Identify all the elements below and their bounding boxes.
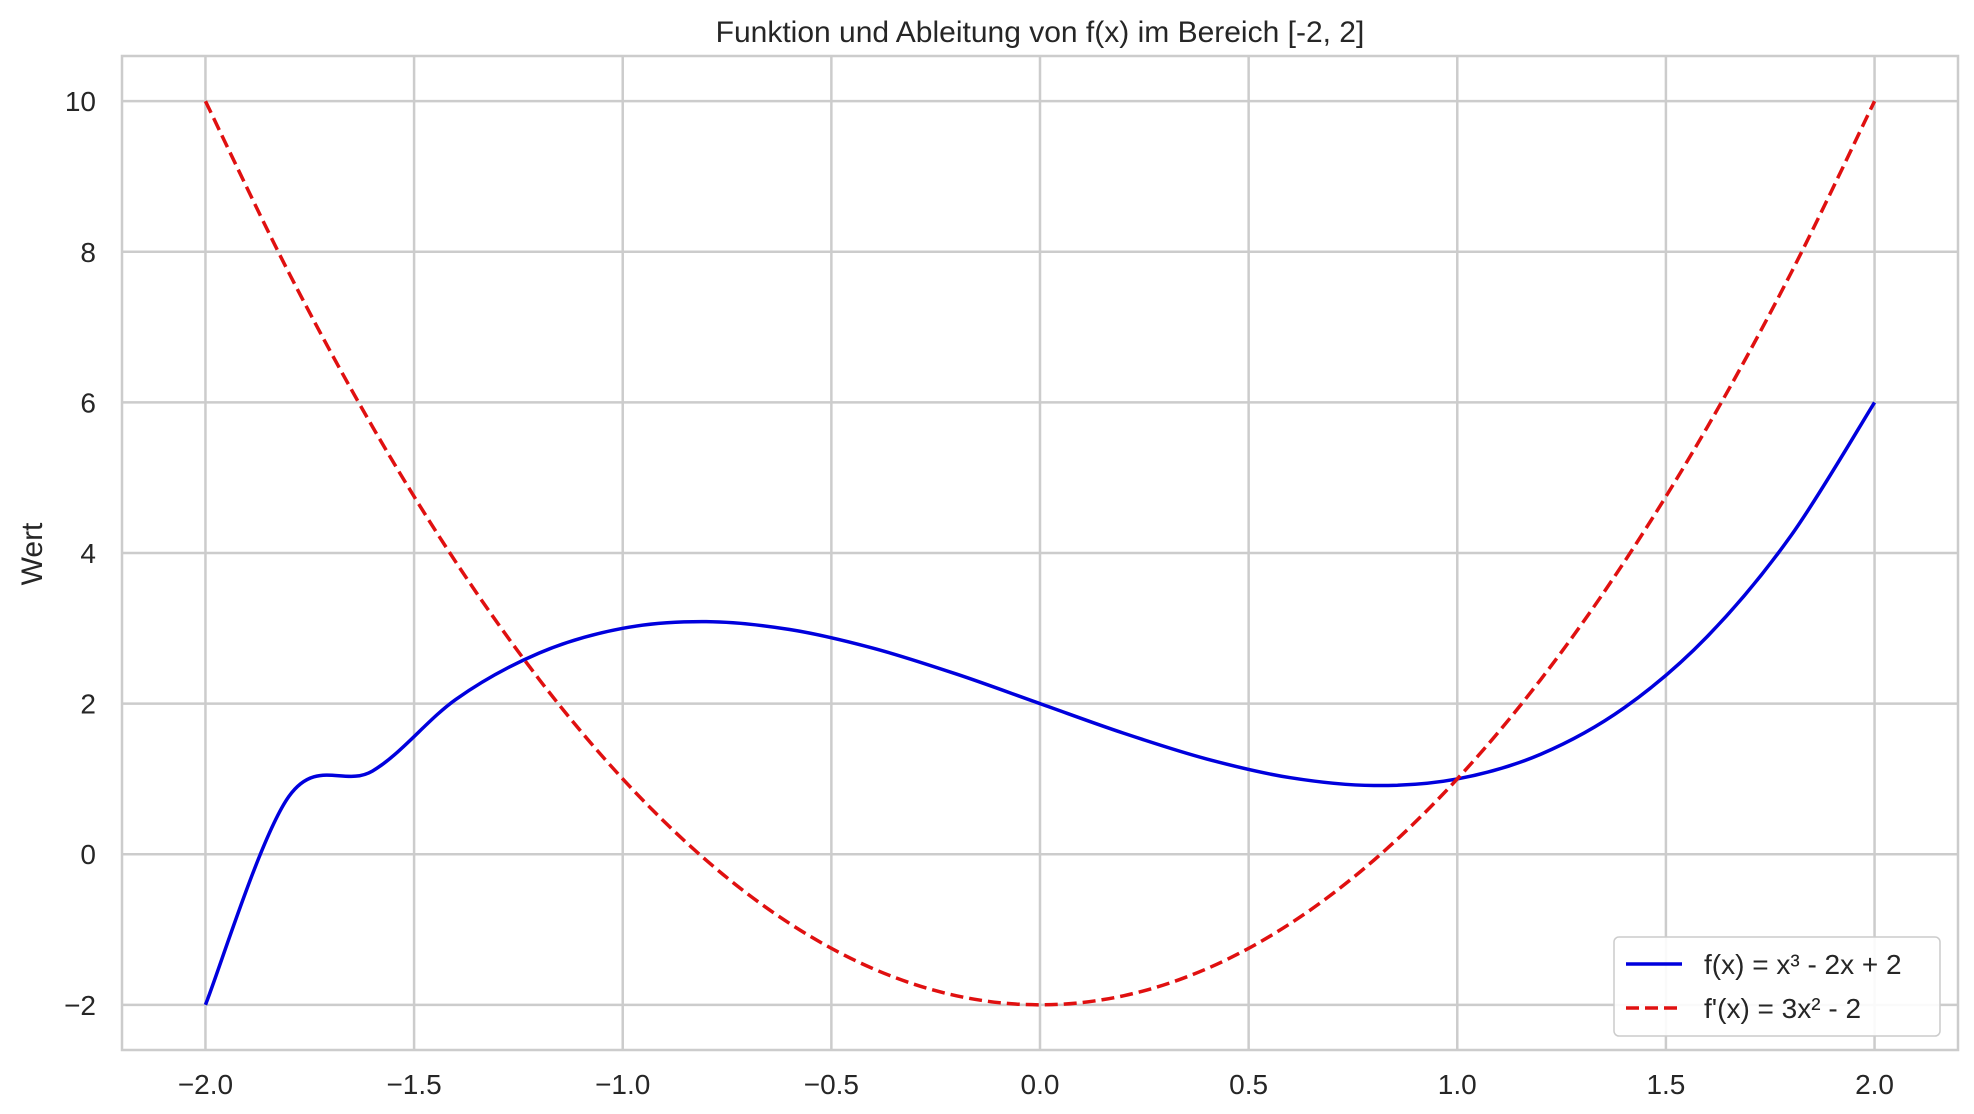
series-line-fprime (203, 100, 1877, 1007)
x-tick-label: 1.0 (1438, 1069, 1477, 1100)
y-tick-label: 10 (65, 86, 96, 117)
y-axis-ticks: −2 0 2 4 6 8 10 (64, 86, 96, 1021)
x-tick-label: −0.5 (804, 1069, 859, 1100)
y-tick-label: 8 (80, 237, 96, 268)
y-tick-label: 4 (80, 538, 96, 569)
x-tick-label: 2.0 (1855, 1069, 1894, 1100)
y-axis-label: Wert (16, 522, 49, 585)
legend: f(x) = x³ - 2x + 2 f'(x) = 3x² - 2 (1613, 936, 1941, 1037)
legend-label-fprime: f'(x) = 3x² - 2 (1704, 993, 1861, 1024)
y-tick-label: 6 (80, 387, 96, 418)
y-tick-label: 0 (80, 839, 96, 870)
x-tick-label: 0.5 (1229, 1069, 1268, 1100)
legend-label-f: f(x) = x³ - 2x + 2 (1704, 949, 1902, 980)
legend-frame (1613, 936, 1941, 1037)
series-line-f (203, 401, 1877, 1006)
y-tick-label: −2 (64, 990, 96, 1021)
x-tick-label: 1.5 (1646, 1069, 1685, 1100)
x-tick-label: −1.0 (595, 1069, 650, 1100)
y-tick-label: 2 (80, 689, 96, 720)
x-tick-label: −2.0 (178, 1069, 233, 1100)
series-group (203, 100, 1877, 1007)
plot-frame (120, 54, 1960, 1052)
x-tick-label: −1.5 (386, 1069, 441, 1100)
x-tick-label: 0.0 (1021, 1069, 1060, 1100)
chart-title: Funktion und Ableitung von f(x) im Berei… (716, 16, 1365, 49)
x-axis-ticks: −2.0 −1.5 −1.0 −0.5 0.0 0.5 1.0 1.5 2.0 (178, 1069, 1894, 1100)
